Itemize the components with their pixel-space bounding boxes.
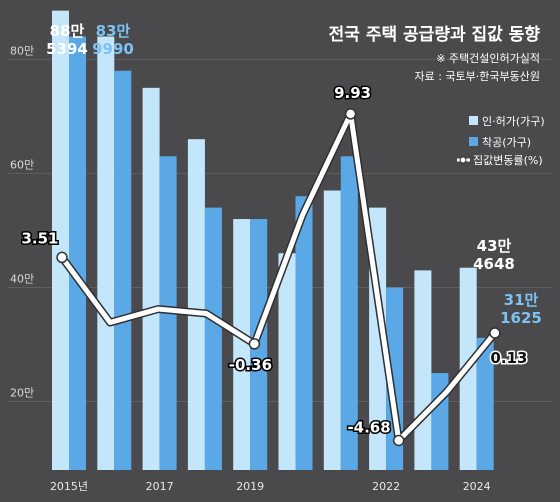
x-tick-label: 2022 (372, 480, 400, 493)
annotation-first-starts-line2: 9990 (92, 40, 134, 58)
bar-starts (114, 70, 132, 471)
y-tick-label: 40만 (10, 272, 34, 285)
bar-permits (97, 36, 115, 470)
bar-permits (187, 139, 205, 470)
x-tick-label: 2017 (146, 480, 174, 493)
price-line (56, 108, 501, 447)
annotation-last-permits-line2: 4648 (473, 255, 515, 273)
annotation-last-starts-line2: 1625 (500, 309, 542, 327)
price-point (248, 338, 261, 350)
price-data-label: 9.93 (334, 84, 371, 102)
bar-starts (69, 36, 86, 470)
bar-starts (340, 156, 358, 470)
chart-source: 자료 : 국토부·한국부동산원 (414, 70, 540, 83)
y-tick-label: 20만 (10, 387, 34, 400)
annotation-last-permits-line1: 43만 (477, 237, 512, 255)
y-tick-label: 80만 (10, 44, 34, 57)
annotation-first-permits-line1: 88만 (50, 22, 85, 40)
price-point (392, 434, 405, 447)
annotation-first-starts-line1: 83만 (96, 22, 131, 40)
price-data-label: -0.36 (229, 356, 272, 374)
x-tick-label: 2015년 (50, 480, 88, 493)
legend: 인·허가(가구) 착공(가구) 집값변동률(%) (457, 115, 545, 167)
x-tick-label: 2024 (463, 480, 491, 493)
bar-starts (295, 196, 313, 470)
price-data-label: -4.68 (347, 418, 390, 436)
legend-label-price: 집값변동률(%) (473, 154, 543, 167)
y-axis-ticks: 80만 60만 40만 20만 (10, 44, 34, 399)
bar-permits (52, 10, 69, 470)
bar-permits (414, 270, 432, 470)
annotation-first-permits-line2: 5394 (46, 40, 88, 58)
legend-label-permits: 인·허가(가구) (482, 115, 545, 128)
bar-starts (476, 337, 494, 470)
x-tick-label: 2019 (236, 480, 264, 493)
chart-note: ※ 주택건설인허가실적 (436, 52, 540, 65)
legend-swatch-permits (469, 116, 478, 125)
chart-title: 전국 주택 공급량과 집값 동향 (329, 24, 541, 45)
price-point (344, 108, 357, 120)
first-year-annotations: 88만 5394 83만 9990 (46, 22, 134, 58)
legend-swatch-starts (469, 137, 478, 146)
bar-permits (323, 190, 341, 470)
price-data-labels: 3.51 -0.36 9.93 -4.68 0.13 (20, 82, 529, 438)
price-point (489, 327, 501, 339)
legend-label-starts: 착공(가구) (482, 136, 531, 149)
bars (52, 10, 494, 471)
legend-swatch-price-dot (459, 156, 467, 164)
bar-permits (142, 87, 160, 470)
last-year-annotations: 43만 4648 31만 1625 (473, 237, 542, 327)
x-axis-ticks: 2015년 2017 2019 2022 2024 (50, 480, 491, 493)
price-data-label: 0.13 (490, 349, 527, 367)
price-line-path (59, 111, 498, 443)
annotation-last-starts-line1: 31만 (504, 291, 539, 309)
price-point (56, 251, 68, 264)
bar-permits (233, 219, 251, 470)
y-tick-label: 60만 (10, 158, 34, 171)
price-data-label: 3.51 (21, 229, 58, 247)
bar-permits (278, 253, 296, 470)
bar-starts (204, 207, 222, 470)
